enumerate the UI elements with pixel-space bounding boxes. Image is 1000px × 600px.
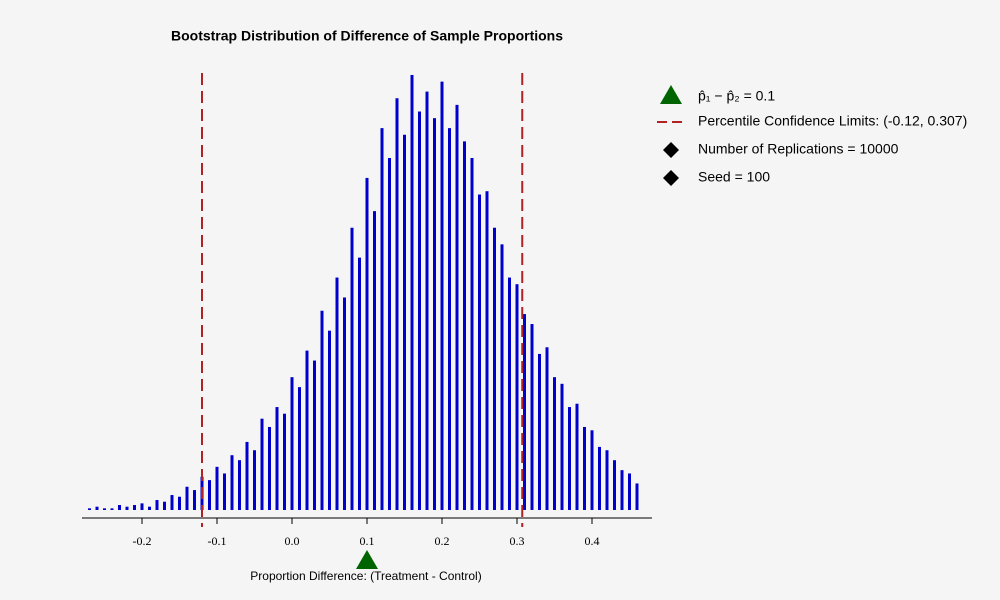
x-tick-label: -0.1 <box>208 534 227 548</box>
bar <box>193 490 196 510</box>
bar <box>470 158 474 510</box>
bar <box>508 277 511 510</box>
bar <box>283 413 286 510</box>
legend-label: p̂₁ − p̂₂ = 0.1 <box>698 88 775 104</box>
bar <box>253 450 256 510</box>
bar <box>463 141 466 510</box>
bar <box>320 310 324 510</box>
bar <box>515 284 519 510</box>
x-tick-label: 0.4 <box>585 534 600 548</box>
bar <box>118 505 121 510</box>
observed-marker <box>356 550 378 569</box>
bar <box>328 330 331 510</box>
bar <box>298 387 301 510</box>
bar <box>380 128 384 510</box>
bar <box>185 486 189 510</box>
bar <box>373 211 376 510</box>
bar <box>425 91 429 511</box>
bar <box>245 441 249 510</box>
bar <box>635 483 639 510</box>
x-tick-label: 0.2 <box>435 534 450 548</box>
bar <box>95 506 99 510</box>
bar <box>88 508 91 510</box>
bar <box>388 158 391 510</box>
bar <box>260 418 264 510</box>
bar <box>305 350 309 510</box>
legend-diamond <box>663 142 679 158</box>
bar <box>125 506 129 510</box>
bar <box>418 111 421 511</box>
bar <box>583 426 586 510</box>
bar <box>343 297 346 510</box>
bar <box>140 503 144 510</box>
bar <box>530 324 534 510</box>
bar <box>590 430 594 510</box>
bar <box>178 496 181 510</box>
bar <box>440 81 444 510</box>
chart-title: Bootstrap Distribution of Difference of … <box>171 28 563 44</box>
bar <box>163 501 166 510</box>
bar <box>493 227 496 511</box>
bar <box>148 506 151 510</box>
legend-label: Percentile Confidence Limits: (-0.12, 0.… <box>698 113 967 129</box>
bar <box>485 191 489 510</box>
bar <box>433 118 436 510</box>
bar <box>500 244 504 510</box>
bar <box>358 257 361 510</box>
x-tick-label: 0.1 <box>360 534 375 548</box>
bar <box>628 473 631 510</box>
bar <box>275 407 279 510</box>
bar <box>268 426 271 510</box>
bar <box>403 134 406 511</box>
x-tick-label: -0.2 <box>133 534 152 548</box>
bar <box>110 508 114 510</box>
bar <box>605 450 609 510</box>
bar <box>208 480 211 510</box>
bar <box>560 383 564 510</box>
bar <box>313 360 316 510</box>
bar <box>133 505 136 510</box>
bar <box>553 377 556 510</box>
bar <box>575 403 579 510</box>
bar <box>365 177 369 510</box>
x-tick-label: 0.3 <box>510 534 525 548</box>
bar <box>523 314 526 510</box>
legend-label: Seed = 100 <box>698 169 770 185</box>
bar <box>103 508 106 510</box>
bar <box>410 74 414 510</box>
legend-diamond <box>663 170 679 186</box>
legend-triangle <box>660 85 682 104</box>
bar <box>478 194 481 510</box>
bar <box>613 460 616 510</box>
bar <box>215 466 219 510</box>
x-axis-label: Proportion Difference: (Treatment - Cont… <box>250 569 481 583</box>
legend-label: Number of Replications = 10000 <box>698 141 899 157</box>
bar <box>230 455 234 510</box>
bar <box>620 470 624 510</box>
bar <box>170 495 174 510</box>
bar <box>335 277 339 510</box>
bar <box>155 500 159 510</box>
bar <box>598 446 601 510</box>
bar <box>350 227 354 511</box>
bar <box>448 128 451 510</box>
bar <box>545 347 549 510</box>
bar <box>455 104 459 511</box>
bar <box>238 460 241 510</box>
bar <box>290 377 294 510</box>
bar <box>223 473 226 510</box>
bar <box>395 98 399 511</box>
x-tick-label: 0.0 <box>285 534 300 548</box>
bar <box>568 407 571 510</box>
bar <box>538 353 541 510</box>
